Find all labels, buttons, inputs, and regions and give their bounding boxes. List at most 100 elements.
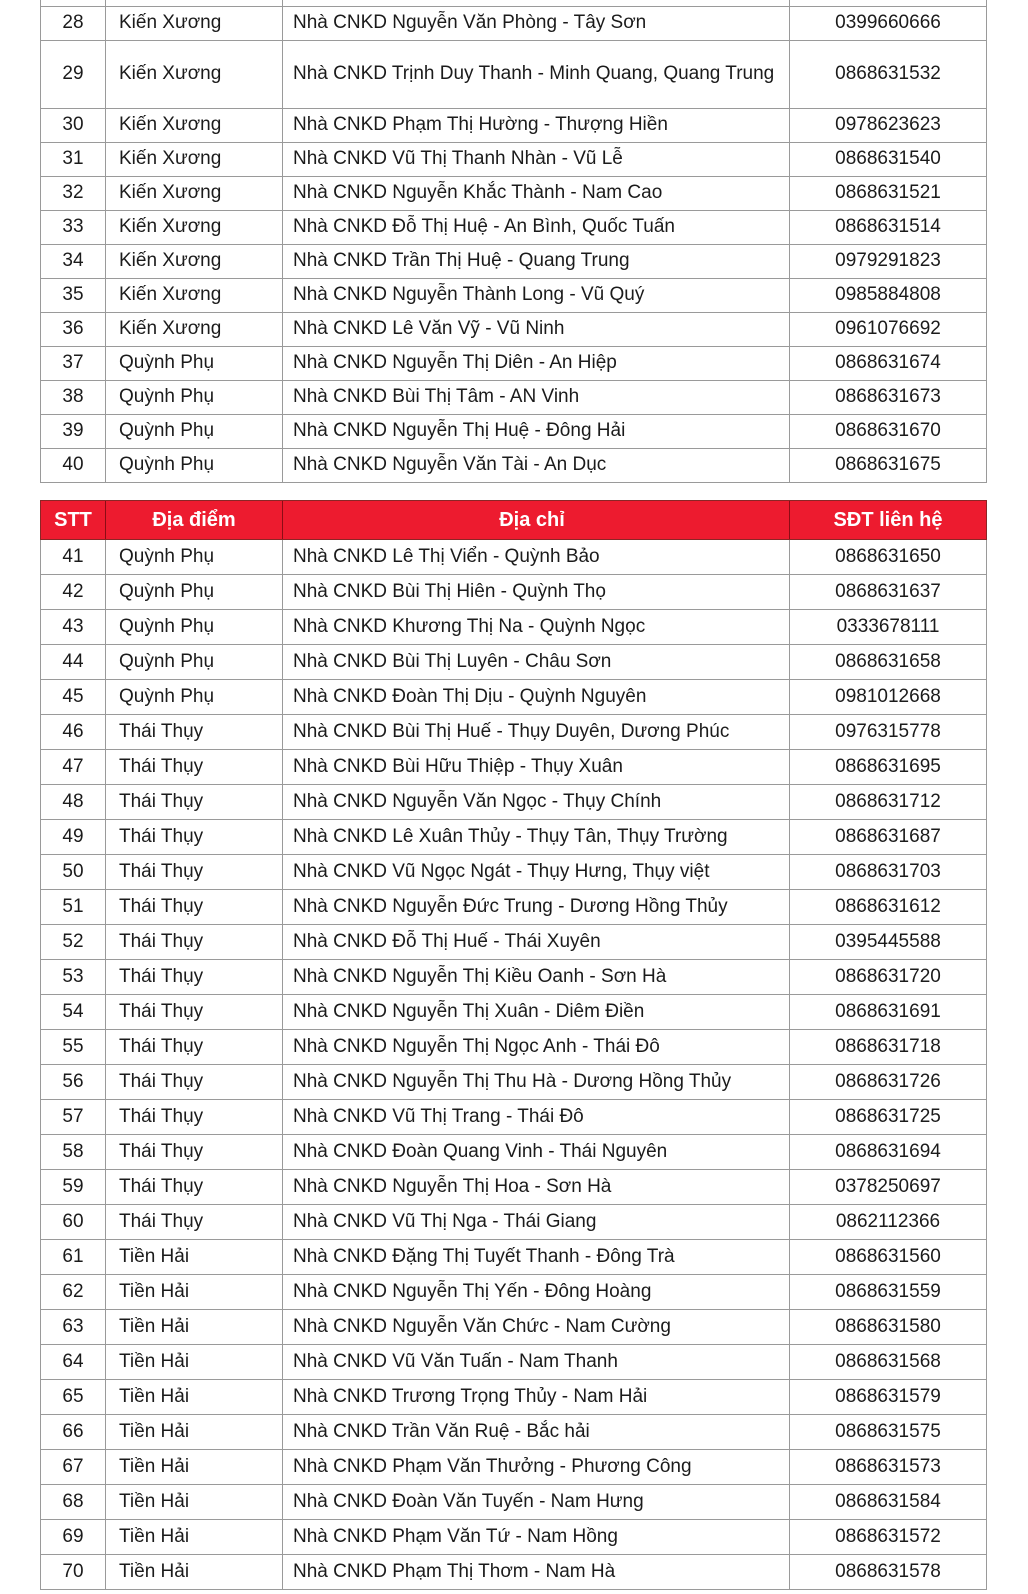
phone-cell: 0378250697 [835, 1175, 941, 1197]
address-cell: Nhà CNKD Phạm Thị Hường - Thượng Hiền [283, 109, 790, 142]
stt-cell: 57 [41, 1100, 106, 1134]
district-cell: Quỳnh Phụ [106, 415, 283, 448]
address-cell: Nhà CNKD Khương Thị Na - Quỳnh Ngọc [283, 610, 790, 644]
district-cell: Tiền Hải [106, 1415, 283, 1449]
stt-cell: 59 [41, 1170, 106, 1204]
district-cell: Kiến Xương [106, 313, 283, 346]
address-cell: Nhà CNKD Đoàn Thị Dịu - Quỳnh Nguyên [283, 680, 790, 714]
address-cell: Nhà CNKD Nguyễn Thị Ngọc Anh - Thái Đô [283, 1030, 790, 1064]
stt-cell: 54 [41, 995, 106, 1029]
table-row: 47 Thái Thụy Nhà CNKD Bùi Hữu Thiệp - Thụy… [40, 750, 987, 785]
address-cell: Nhà CNKD Nguyễn Văn Chức - Nam Cường [283, 1310, 790, 1344]
table-row: 31 Kiến Xương Nhà CNKD Vũ Thị Thanh Nhàn -… [40, 143, 987, 177]
table-row: 70 Tiền Hải Nhà CNKD Phạm Thị Thơm - Nam H… [40, 1555, 987, 1590]
stt-cell: 44 [41, 645, 106, 679]
district-cell: Tiền Hải [106, 1555, 283, 1589]
table-row: 68 Tiền Hải Nhà CNKD Đoàn Văn Tuyến - Nam … [40, 1485, 987, 1520]
phone-cell: 0868631579 [835, 1385, 941, 1407]
table-row: 41 Quỳnh Phụ Nhà CNKD Lê Thị Viển - Quỳnh … [40, 540, 987, 575]
district-cell: Thái Thụy [106, 820, 283, 854]
phone-cell: 0868631560 [835, 1245, 941, 1267]
district-cell: Thái Thụy [106, 1030, 283, 1064]
phone-cell: 0868631612 [835, 895, 941, 917]
address-cell: Nhà CNKD Nguyễn Thị Diên - An Hiệp [283, 347, 790, 380]
district-cell: Tiền Hải [106, 1310, 283, 1344]
table-row: 62 Tiền Hải Nhà CNKD Nguyễn Thị Yến - Đông… [40, 1275, 987, 1310]
address-cell: Nhà CNKD Lê Văn Vỹ - Vũ Ninh [283, 313, 790, 346]
district-cell: Quỳnh Phụ [106, 680, 283, 714]
phone-cell: 0868631578 [835, 1560, 941, 1582]
stt-cell: 33 [41, 211, 106, 244]
table-row: 36 Kiến Xương Nhà CNKD Lê Văn Vỹ - Vũ Ninh… [40, 313, 987, 347]
table-row: 56 Thái Thụy Nhà CNKD Nguyễn Thị Thu Hà - … [40, 1065, 987, 1100]
address-cell: Nhà CNKD Vũ Văn Tuấn - Nam Thanh [283, 1345, 790, 1379]
phone-cell: 0868631712 [835, 790, 941, 812]
phone-cell: 0868631687 [835, 825, 941, 847]
phone-cell: 0868631703 [835, 860, 941, 882]
district-cell: Tiền Hải [106, 1275, 283, 1309]
phone-cell: 0868631572 [835, 1525, 941, 1547]
address-cell: Nhà CNKD Nguyễn Thị Yến - Đông Hoàng [283, 1275, 790, 1309]
table-row: 61 Tiền Hải Nhà CNKD Đặng Thị Tuyết Thanh … [40, 1240, 987, 1275]
table-row: 48 Thái Thụy Nhà CNKD Nguyễn Văn Ngọc - Th… [40, 785, 987, 820]
stt-cell: 49 [41, 820, 106, 854]
address-cell: Nhà CNKD Phạm Văn Thưởng - Phương Công [283, 1450, 790, 1484]
address-cell: Nhà CNKD Phạm Thị Thơm - Nam Hà [283, 1555, 790, 1589]
phone-cell: 0868631532 [835, 63, 941, 85]
table-row: 43 Quỳnh Phụ Nhà CNKD Khương Thị Na - Quỳn… [40, 610, 987, 645]
phone-cell: 0868631658 [835, 650, 941, 672]
district-cell: Thái Thụy [106, 1205, 283, 1239]
table-row: 50 Thái Thụy Nhà CNKD Vũ Ngọc Ngát - Thụy … [40, 855, 987, 890]
table-row: 67 Tiền Hải Nhà CNKD Phạm Văn Thưởng - Phư… [40, 1450, 987, 1485]
address-cell: Nhà CNKD Vũ Thị Trang - Thái Đô [283, 1100, 790, 1134]
stt-cell: 35 [41, 279, 106, 312]
stt-cell: 67 [41, 1450, 106, 1484]
district-cell: Thái Thụy [106, 890, 283, 924]
table-row: 28 Kiến Xương Nhà CNKD Nguyễn Văn Phòng - … [40, 7, 987, 41]
district-cell: Tiền Hải [106, 1380, 283, 1414]
phone-cell: 0868631718 [835, 1035, 941, 1057]
table-row: 35 Kiến Xương Nhà CNKD Nguyễn Thành Long -… [40, 279, 987, 313]
district-cell: Tiền Hải [106, 1240, 283, 1274]
stt-cell: 50 [41, 855, 106, 889]
stt-cell: 31 [41, 143, 106, 176]
header-phone: SĐT liên hệ [833, 508, 943, 531]
stt-cell: 42 [41, 575, 106, 609]
phone-cell: 0961076692 [835, 318, 941, 340]
district-cell: Quỳnh Phụ [106, 540, 283, 574]
table-row: 34 Kiến Xương Nhà CNKD Trần Thị Huệ - Quan… [40, 245, 987, 279]
district-cell: Kiến Xương [106, 143, 283, 176]
stt-cell: 58 [41, 1135, 106, 1169]
address-cell: Nhà CNKD Bùi Thị Tâm - AN Vinh [283, 381, 790, 414]
phone-cell: 0985884808 [835, 284, 941, 306]
district-cell: Kiến Xương [106, 7, 283, 40]
stt-cell: 48 [41, 785, 106, 819]
stt-cell: 68 [41, 1485, 106, 1519]
address-cell: Nhà CNKD Bùi Thị Huế - Thụy Duyên, Dương… [283, 715, 790, 749]
header-address: Địa chỉ [283, 501, 790, 539]
address-cell: Nhà CNKD Bùi Thị Luyên - Châu Sơn [283, 645, 790, 679]
stt-cell: 51 [41, 890, 106, 924]
district-cell: Thái Thụy [106, 1100, 283, 1134]
address-cell: Nhà CNKD Lê Thị Viển - Quỳnh Bảo [283, 540, 790, 574]
address-cell: Nhà CNKD Nguyễn Đức Trung - Dương Hồng T… [283, 890, 790, 924]
address-cell: Nhà CNKD Trịnh Duy Thanh - Minh Quang, Q… [283, 41, 790, 108]
stt-cell: 66 [41, 1415, 106, 1449]
stt-cell: 55 [41, 1030, 106, 1064]
phone-cell: 0868631568 [835, 1350, 941, 1372]
stt-cell: 46 [41, 715, 106, 749]
address-cell: Nhà CNKD Nguyễn Thành Long - Vũ Quý [283, 279, 790, 312]
district-cell: Thái Thụy [106, 750, 283, 784]
stt-cell: 62 [41, 1275, 106, 1309]
phone-cell: 0868631650 [835, 545, 941, 567]
address-cell: Nhà CNKD Nguyễn Văn Tài - An Dục [283, 449, 790, 482]
address-cell: Nhà CNKD Nguyễn Văn Ngọc - Thụy Chính [283, 785, 790, 819]
stt-cell: 34 [41, 245, 106, 278]
table-header-row: STT Địa điểm Địa chỉ SĐT liên hệ [40, 500, 987, 540]
table-row: 32 Kiến Xương Nhà CNKD Nguyễn Khắc Thành -… [40, 177, 987, 211]
phone-cell: 0868631720 [835, 965, 941, 987]
phone-cell: 0976315778 [835, 720, 941, 742]
stt-cell: 64 [41, 1345, 106, 1379]
district-cell: Quỳnh Phụ [106, 347, 283, 380]
